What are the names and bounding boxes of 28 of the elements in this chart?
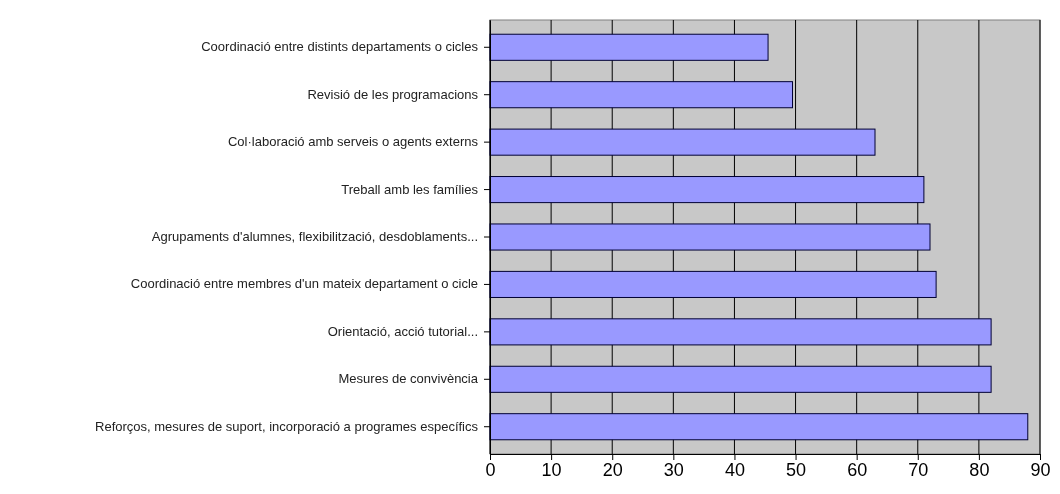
bar [489,33,769,61]
y-tick-label: Treball amb les famílies [341,181,479,197]
x-tick-label: 70 [908,459,929,480]
bar [489,128,876,156]
bar [489,318,992,346]
y-tick-label: Reforços, mesures de suport, incorporació a programes específics [95,418,479,434]
y-tick-label: Mesures de convivència [338,371,479,387]
x-tick-label: 0 [485,459,496,480]
y-tick-label: Coordinació entre distints departaments o cicles [201,39,479,55]
x-tick-label: 80 [969,459,990,480]
x-tick-label: 90 [1030,459,1051,480]
y-tick-label: Coordinació entre membres d'un mateix departament o cicle [130,276,478,292]
bar [489,365,992,393]
x-tick-label: 50 [786,459,807,480]
x-tick-label: 60 [847,459,868,480]
x-tick-label: 20 [602,459,623,480]
y-tick-label: Orientació, acció tutorial... [327,323,478,339]
bar [489,270,937,298]
x-tick-label: 30 [663,459,684,480]
bar [489,223,931,251]
y-tick-label: Agrupaments d'alumnes, flexibilització, desdoblaments... [151,229,478,244]
y-tick-label: Col·laboració amb serveis o agents externs [227,134,479,150]
x-tick-label: 40 [724,459,745,480]
y-tick-label: Revisió de les programacions [307,86,479,102]
bar [489,413,1029,441]
x-tick-label: 10 [541,459,562,480]
bar [489,81,793,109]
bar [489,176,925,204]
